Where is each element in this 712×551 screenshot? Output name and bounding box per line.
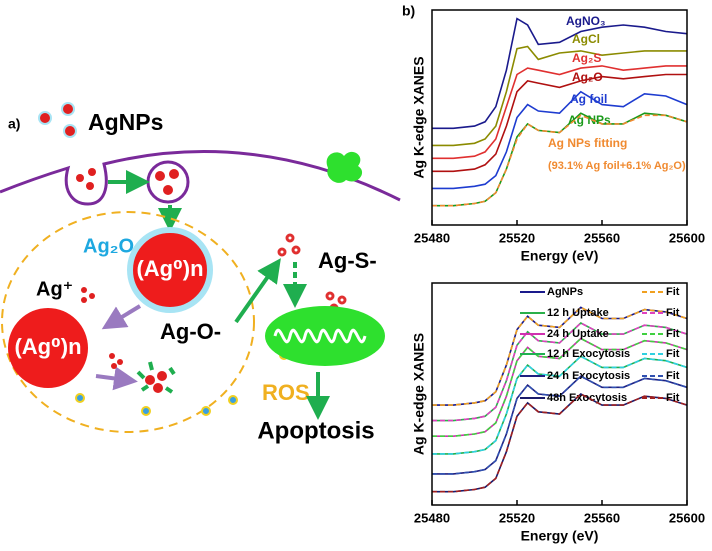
series-line	[432, 393, 688, 493]
series-line	[432, 337, 688, 437]
ion-label: Ag⁺	[36, 278, 73, 300]
series-label: AgNO₃	[566, 14, 606, 28]
series-line	[432, 322, 688, 422]
series-line	[432, 73, 687, 173]
series-line	[432, 375, 688, 475]
core-label: (Ag⁰)n	[136, 256, 203, 281]
x-axis-label: Energy (eV)	[521, 248, 599, 264]
ions	[81, 287, 95, 303]
legend-label: Fit	[666, 348, 680, 360]
ion-cluster	[109, 353, 176, 394]
cell-debris	[326, 151, 363, 183]
core-label: (Ag⁰)n	[14, 334, 81, 359]
series-line	[432, 393, 688, 493]
oxide-label: Ag-O-	[160, 319, 221, 344]
x-axis-label: Energy (eV)	[521, 528, 599, 544]
legend-label: Fit	[666, 370, 680, 382]
arrow	[234, 258, 281, 324]
series-line	[432, 306, 688, 406]
legend-label: 24 h Uptake	[547, 328, 609, 340]
plot-frame	[431, 282, 688, 506]
x-tick-label: 25560	[584, 230, 620, 245]
nanoparticle-label: AgNPs	[88, 109, 163, 135]
cell-compartment	[1, 211, 255, 433]
x-tick-label: 25600	[669, 230, 705, 245]
nanoparticles	[38, 102, 77, 138]
series-label: Ag foil	[570, 92, 607, 106]
series-label: Ag₂O	[572, 70, 603, 84]
legend-label: Fit	[666, 286, 680, 298]
panel-label: a)	[8, 116, 20, 132]
nanoparticle-core	[127, 227, 213, 313]
plot-frame	[431, 9, 688, 226]
series-line	[432, 90, 688, 190]
legend-label: AgNPs	[547, 286, 583, 298]
series-label: Ag₂S	[572, 51, 601, 65]
x-tick-label: 25520	[499, 230, 535, 245]
series-label: AgCl	[572, 32, 600, 46]
legend-label: Fit	[666, 307, 680, 319]
arrow	[101, 304, 142, 330]
cell-membrane	[0, 150, 401, 206]
legend-label: 12 h Exocytosis	[547, 348, 630, 360]
x-tick-label: 25520	[499, 510, 535, 525]
series-line	[432, 17, 688, 130]
x-tick-label: 25600	[669, 510, 705, 525]
series-line	[432, 65, 687, 160]
legend-label: 12 h Uptake	[547, 307, 609, 319]
x-tick-label: 25480	[414, 230, 450, 245]
annotation: (93.1% Ag foil+6.1% Ag₂O)	[548, 160, 686, 172]
series-line	[432, 45, 687, 147]
x-tick-label: 25560	[584, 510, 620, 525]
shell-label: Ag₂O	[83, 235, 134, 257]
diagram: a) AgNPs (Ag⁰)n Ag₂O Ag⁺ (Ag⁰)n Ag-O-	[0, 102, 401, 444]
legend-label: Fit	[666, 392, 680, 404]
ros-label: ROS	[262, 380, 310, 405]
outcome-label: Apoptosis	[257, 417, 374, 444]
legend-label: Fit	[666, 328, 680, 340]
series-label: Ag NPs fitting	[548, 136, 627, 150]
y-axis-label: Ag K-edge XANES	[411, 56, 427, 178]
cristae	[273, 328, 367, 344]
legend-label: 24 h Exocytosis	[547, 370, 630, 382]
endosome	[76, 160, 190, 204]
nanoparticle-core	[8, 308, 88, 388]
series-line	[432, 375, 688, 475]
mitochondrion	[265, 306, 385, 366]
arrow	[95, 366, 138, 391]
series-line	[432, 355, 688, 455]
series-line	[432, 114, 688, 207]
legend-label: 48h Exocytosis	[547, 392, 627, 404]
y-axis-label: Ag K-edge XANES	[411, 333, 427, 455]
sulfide-particles	[277, 233, 347, 313]
sulfide-label: Ag-S-	[318, 248, 377, 273]
x-tick-label: 25480	[414, 510, 450, 525]
panel-label: b)	[402, 3, 415, 19]
